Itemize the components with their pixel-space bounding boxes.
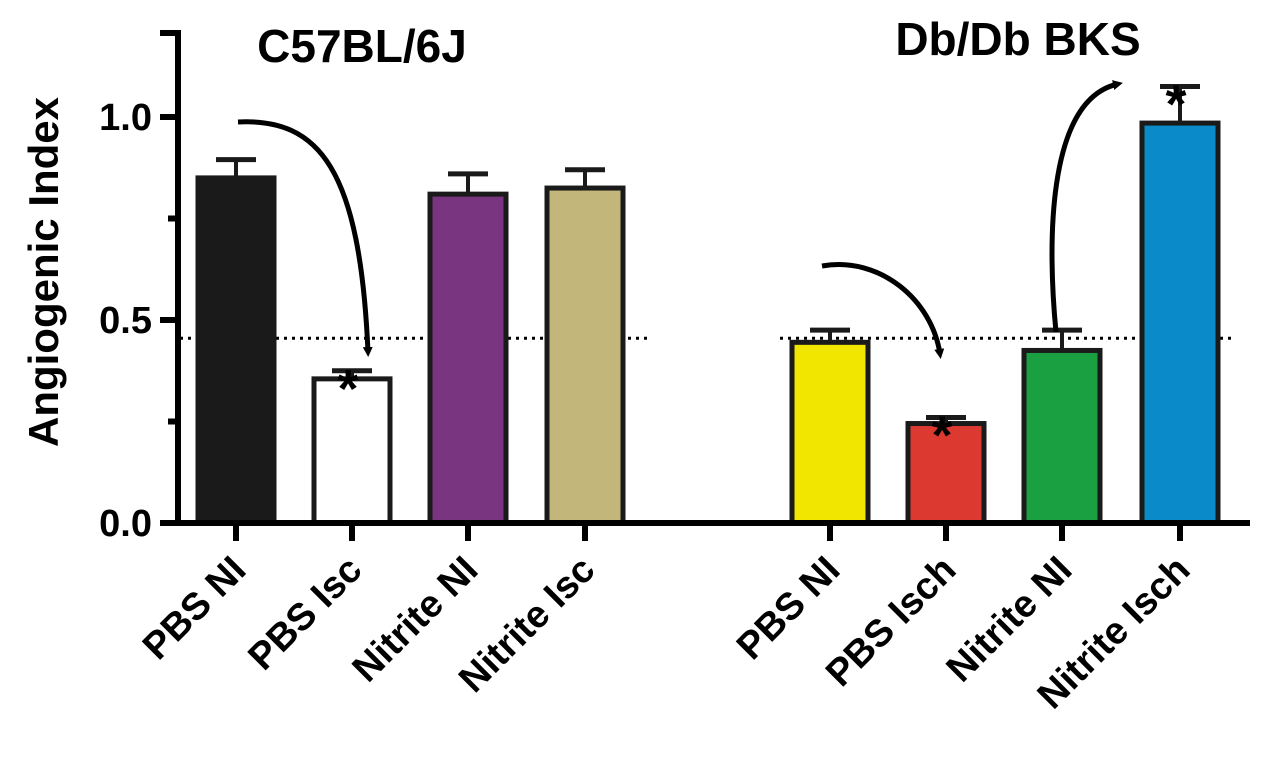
bar: [1021, 347, 1103, 526]
bar: [1139, 120, 1221, 526]
y-tick-label: 0.0: [99, 503, 152, 545]
arrows-layer: [237, 80, 1123, 359]
bar: [544, 185, 626, 526]
y-tick-label: 0.5: [99, 300, 152, 342]
bar: [195, 175, 277, 526]
significance-arrow: [821, 262, 945, 359]
significance-star: *: [931, 405, 952, 465]
significance-arrow: [1049, 80, 1123, 333]
category-label: PBS NI: [135, 549, 254, 668]
bar: [789, 339, 871, 526]
significance-star: *: [337, 359, 358, 419]
significance-star: *: [1165, 75, 1186, 135]
bar: [427, 191, 509, 526]
group-title-c57bl: C57BL/6J: [257, 20, 467, 72]
category-label: PBS NI: [729, 549, 848, 668]
y-axis: 0.0 0.5 1.0: [99, 30, 1250, 545]
significance-arrow: [237, 119, 373, 357]
y-tick-label: 1.0: [99, 97, 152, 139]
y-axis-title: Angiogenic Index: [20, 96, 67, 447]
group-title-dbdb: Db/Db BKS: [895, 13, 1140, 65]
